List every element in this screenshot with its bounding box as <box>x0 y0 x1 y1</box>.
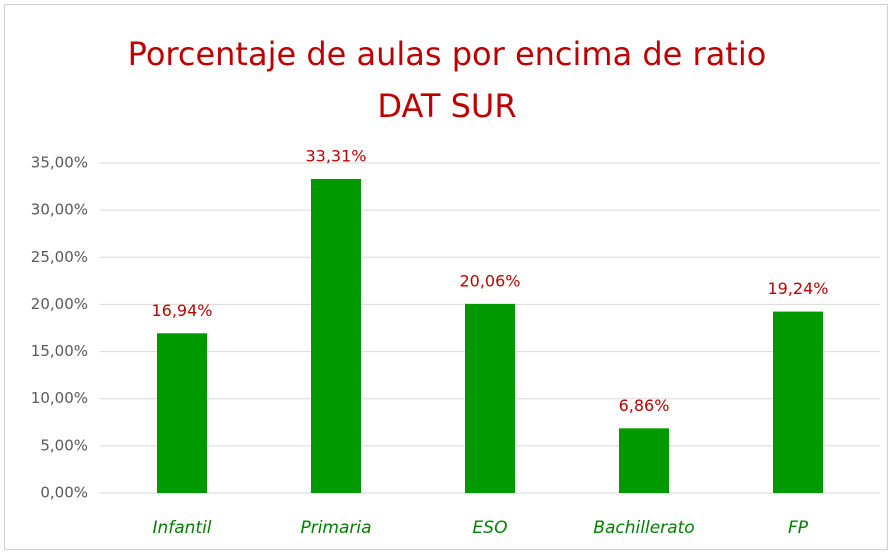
x-tick-label: Infantil <box>152 518 211 538</box>
y-tick-label: 5,00% <box>40 436 88 454</box>
bar <box>773 311 823 493</box>
y-tick-label: 10,00% <box>31 389 88 407</box>
bar <box>465 303 515 493</box>
data-label: 33,31% <box>305 146 366 165</box>
bar <box>619 428 669 493</box>
bar <box>157 333 207 493</box>
y-tick-label: 35,00% <box>31 154 88 172</box>
y-tick-label: 30,00% <box>31 201 88 219</box>
y-tick-label: 20,00% <box>31 295 88 313</box>
y-tick-label: 15,00% <box>31 342 88 360</box>
x-tick-label: Bachillerato <box>593 518 694 538</box>
chart-border <box>4 4 888 550</box>
data-label: 6,86% <box>619 396 670 415</box>
chart-title: Porcentaje de aulas por encima de ratio … <box>127 35 767 125</box>
x-tick-label: ESO <box>473 518 508 538</box>
data-label: 19,24% <box>767 279 828 298</box>
data-label: 16,94% <box>151 301 212 320</box>
x-tick-label: FP <box>788 518 809 538</box>
y-tick-label: 0,00% <box>40 484 88 502</box>
data-label: 20,06% <box>459 271 520 290</box>
x-tick-label: Primaria <box>300 518 371 538</box>
y-tick-label: 25,00% <box>31 248 88 266</box>
bar <box>311 178 361 494</box>
